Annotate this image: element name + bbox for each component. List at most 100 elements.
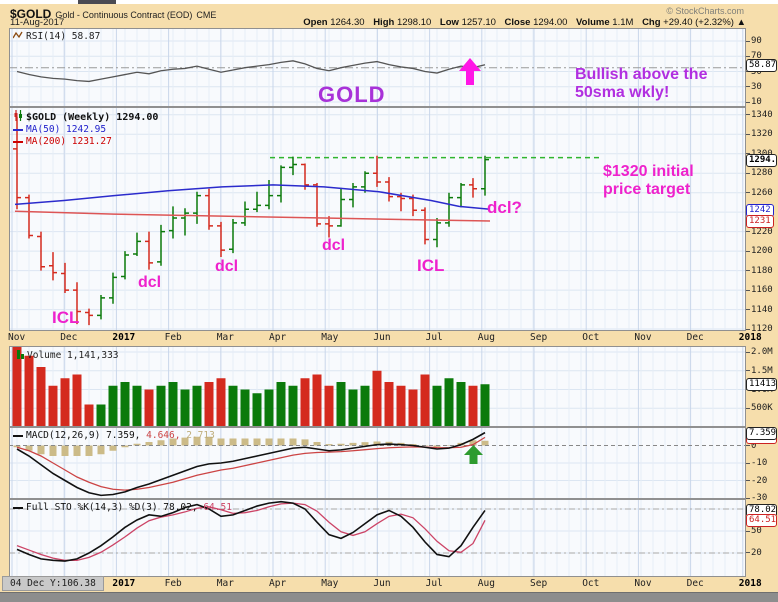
axis-value-chip: 1231 <box>746 214 774 228</box>
macd-line <box>16 431 486 497</box>
axis-tick-mark <box>746 290 750 291</box>
macd-histogram-bar <box>217 438 225 446</box>
axis-tick-mark <box>746 270 750 271</box>
month-axis-label: Feb <box>164 332 182 343</box>
macd-histogram-bar <box>265 438 273 446</box>
close-value: 1294.00 <box>533 17 568 28</box>
ohlc-bar <box>73 282 81 325</box>
month-axis-label: Jun <box>373 578 391 589</box>
window-bottom-bar[interactable] <box>0 592 778 602</box>
ohlc-bar <box>193 191 201 224</box>
close-label: Close <box>504 17 531 28</box>
volume-bars-icon <box>13 350 24 359</box>
magenta-up-arrow-icon <box>459 58 481 85</box>
month-axis-label: May <box>321 332 339 343</box>
ma50-line-swatch <box>13 128 23 131</box>
axis-tick-mark <box>746 463 750 464</box>
browser-edge-strip <box>0 0 778 4</box>
month-axis-label: Dec <box>686 332 704 343</box>
chg-up-triangle-icon: ▲ <box>736 17 746 28</box>
ohlc-bar <box>409 194 417 217</box>
annotation-dcl: dcl <box>215 258 239 275</box>
ohlc-bar <box>145 231 153 270</box>
macd-histogram-bar <box>361 442 369 446</box>
month-axis-label: Sep <box>530 332 548 343</box>
volume-bar <box>432 385 442 427</box>
macd-signal-value: 4.646, <box>146 430 181 441</box>
ohlc-bar <box>481 155 489 196</box>
macd-histogram-bar <box>433 445 441 447</box>
ohlc-bar <box>325 216 333 238</box>
macd-histogram-bar <box>373 441 381 446</box>
open-label: Open <box>303 17 328 28</box>
axis-value-chip: 64.51 <box>746 514 777 528</box>
volume-bar <box>336 382 346 427</box>
header-title-line: $GOLD Gold - Continuous Contract (EOD) CME <box>10 5 216 23</box>
month-axis-label: Nov <box>634 332 652 343</box>
volume-bar <box>444 378 454 427</box>
ohlc-bar <box>241 201 249 226</box>
macd-histogram-bar <box>481 440 489 446</box>
ohlc-bar <box>289 156 297 176</box>
volume-bar <box>24 355 34 427</box>
ohlc-bar <box>157 224 165 266</box>
volume-bar <box>96 404 106 427</box>
ohlc-bar <box>361 171 369 193</box>
ohlc-bar <box>457 182 465 208</box>
ohlc-bar <box>205 188 213 230</box>
axis-tick-mark <box>746 445 750 446</box>
volume-bar <box>480 384 490 427</box>
volume-legend: Volume 1,141,333 <box>13 349 119 361</box>
macd-legend: MACD(12,26,9) 7.359, 4.646, 2.713 <box>13 430 215 441</box>
ticker-exchange: CME <box>196 10 217 20</box>
high-label: High <box>373 17 395 28</box>
axis-tick-mark <box>746 552 750 553</box>
candlestick-icon <box>14 110 22 121</box>
axis-tick-mark <box>746 56 750 57</box>
volume-bar <box>312 374 322 427</box>
annotation-bullish-line2: 50sma wkly! <box>575 84 670 102</box>
macd-histogram-bar <box>25 445 33 451</box>
volume-legend-text: Volume 1,141,333 <box>27 350 119 361</box>
axis-tick-label: 1120 <box>751 324 773 335</box>
axis-tick-mark <box>746 192 750 193</box>
month-axis-label: Mar <box>216 578 234 589</box>
sto-d-value: 64.51 <box>203 502 232 513</box>
axis-tick-mark <box>746 173 750 174</box>
volume-bar <box>12 347 22 427</box>
volume-bar <box>204 382 214 427</box>
macd-legend-text: MACD(12,26,9) 7.359, <box>26 430 141 441</box>
macd-histogram-bar <box>229 438 237 446</box>
open-value: 1264.30 <box>330 17 365 28</box>
axis-value-chip: 58.87 <box>746 58 777 72</box>
month-axis-label: Aug <box>477 578 495 589</box>
axis-tick-mark <box>746 86 750 87</box>
ohlc-bar <box>97 294 105 320</box>
axis-tick-label: 10 <box>751 97 762 107</box>
volume-bar <box>468 385 478 427</box>
low-label: Low <box>439 17 459 28</box>
axis-tick-label: 1280 <box>751 168 773 179</box>
month-axis-label: Oct <box>582 578 600 589</box>
ma200-line <box>14 210 491 222</box>
stockcharts-credit-link[interactable]: © StockCharts.com <box>666 6 744 16</box>
rsi-line <box>16 60 486 83</box>
ma200-legend: MA(200) 1231.27 <box>13 136 112 147</box>
price-legend-text: $GOLD (Weekly) 1294.00 <box>26 112 159 123</box>
axis-tick-label: -30 <box>751 493 768 503</box>
ohlc-bar <box>349 182 357 208</box>
axis-tick-label: 2.0M <box>751 347 773 357</box>
chg-value: +29.40 (+2.32%) <box>663 17 734 28</box>
price-legend: $GOLD (Weekly) 1294.00 <box>13 110 158 123</box>
rsi-legend: RSI(14) 58.87 <box>13 31 100 42</box>
macd-signal-line <box>16 436 486 491</box>
ohlc-bar <box>337 187 345 227</box>
volume-bar <box>72 374 82 427</box>
axis-tick-label: -10 <box>751 458 768 468</box>
macd-histogram-bar <box>49 445 57 456</box>
month-axis-label: Apr <box>269 332 287 343</box>
volume-bar <box>228 385 238 427</box>
ma50-legend-text: MA(50) 1242.95 <box>26 124 107 135</box>
chart-plot-area[interactable] <box>9 28 746 592</box>
